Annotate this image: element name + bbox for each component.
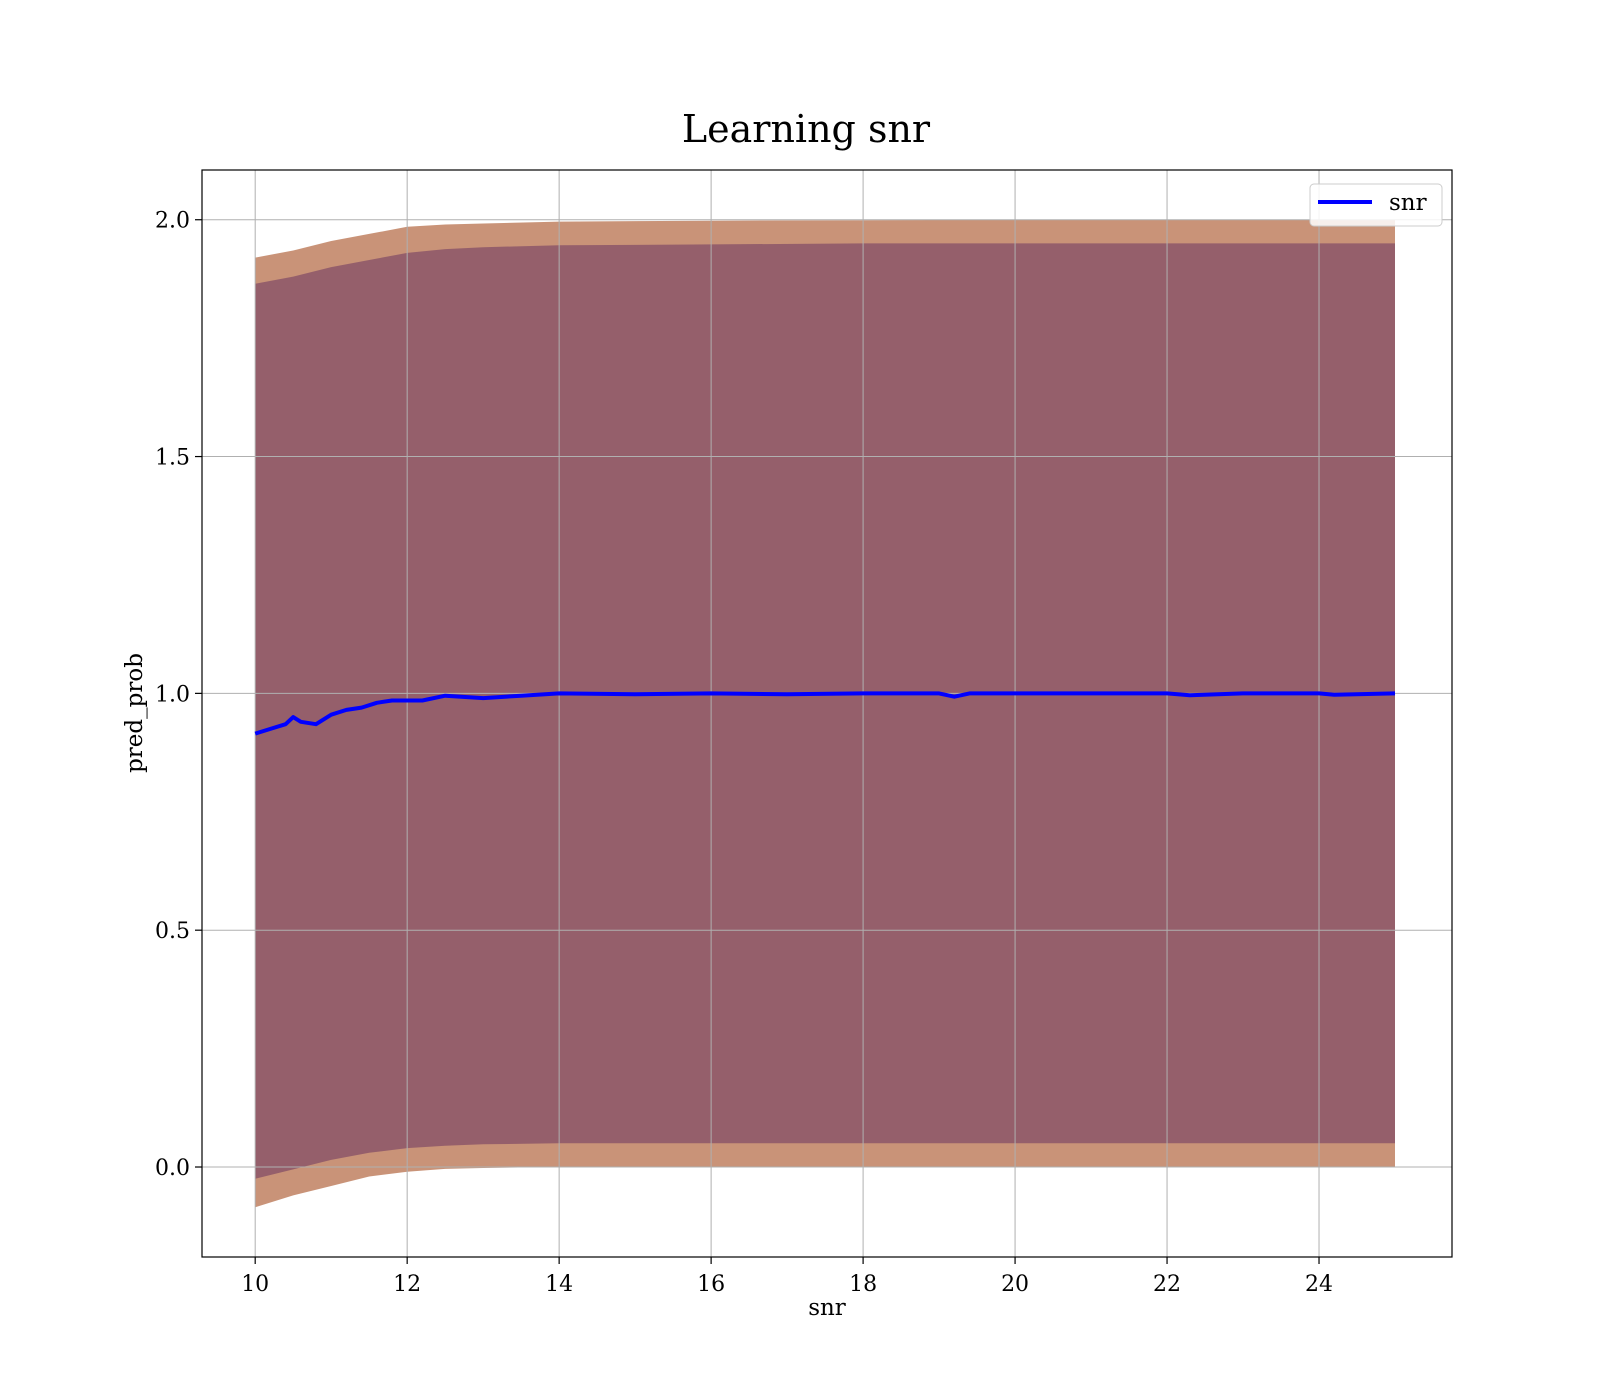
- x-axis-ticks: 10 12 14 16 18 20 22 24: [241, 1257, 1333, 1297]
- x-tick-label-1: 12: [393, 1272, 421, 1297]
- legend: snr: [1309, 183, 1443, 227]
- x-axis-label: snr: [808, 1295, 846, 1321]
- x-tick-label-6: 22: [1153, 1272, 1181, 1297]
- x-tick-label-0: 10: [241, 1272, 269, 1297]
- x-tick-label-2: 14: [545, 1272, 573, 1297]
- x-tick-label-4: 18: [849, 1272, 877, 1297]
- y-tick-label-4: 2.0: [155, 209, 190, 234]
- y-tick-label-1: 0.5: [155, 919, 190, 944]
- y-tick-label-2: 1.0: [155, 682, 190, 707]
- x-tick-label-5: 20: [1001, 1272, 1029, 1297]
- legend-box: [1309, 183, 1443, 227]
- y-tick-label-0: 0.0: [155, 1156, 190, 1181]
- y-tick-label-3: 1.5: [155, 446, 190, 471]
- grid: [202, 170, 1452, 1257]
- band-1: [255, 243, 1396, 1179]
- series-line-snr: [254, 691, 1396, 736]
- legend-label-snr: snr: [1389, 190, 1427, 216]
- x-tick-label-3: 16: [697, 1272, 725, 1297]
- y-axis-ticks: 0.0 0.5 1.0 1.5 2.0: [155, 209, 202, 1181]
- series-lines: [254, 691, 1396, 736]
- confidence-bands: [255, 219, 1396, 1208]
- x-tick-label-7: 24: [1305, 1272, 1333, 1297]
- chart-title: Learning snr: [682, 107, 931, 151]
- y-axis-label: pred_prob: [122, 653, 148, 773]
- plot-frame: [201, 169, 1453, 1258]
